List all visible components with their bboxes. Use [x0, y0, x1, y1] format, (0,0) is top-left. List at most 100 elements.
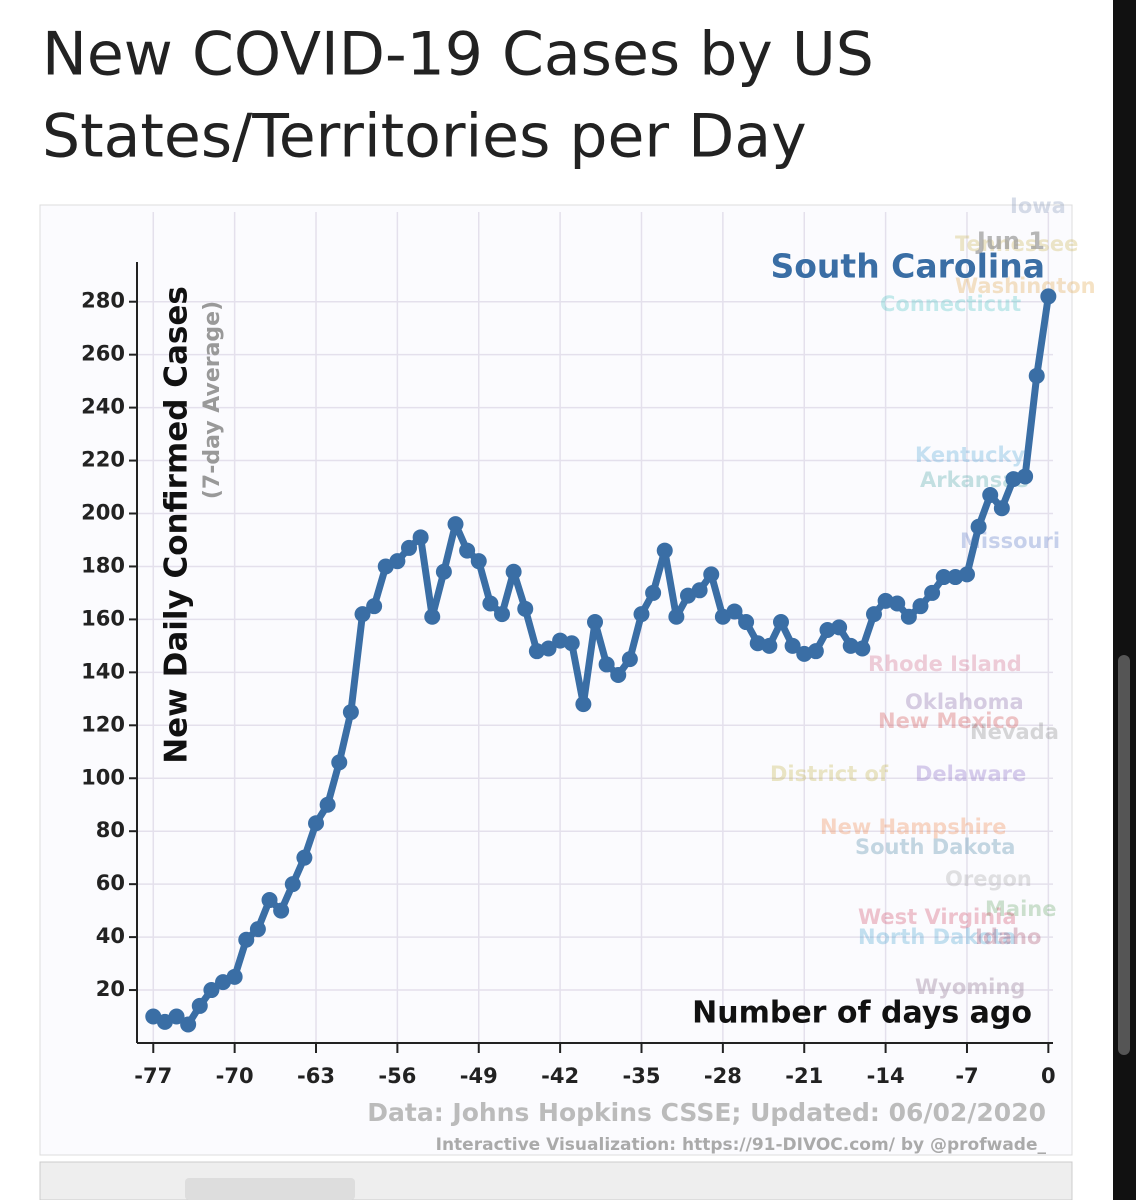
point [342, 704, 359, 721]
x-tick-label: -14 [867, 1064, 905, 1088]
point [354, 606, 371, 623]
point [621, 651, 638, 668]
point [191, 997, 208, 1014]
point [273, 902, 290, 919]
point [261, 892, 278, 909]
chart-title: New COVID-19 Cases by US [42, 20, 874, 90]
point [924, 584, 941, 601]
y-tick-label: 260 [81, 342, 125, 366]
source: Data: Johns Hopkins CSSE; Updated: 06/02… [367, 1098, 1046, 1127]
point [598, 656, 615, 673]
x-tick-label: -70 [216, 1064, 254, 1088]
point [854, 640, 871, 657]
point [912, 598, 929, 615]
point [772, 614, 789, 631]
point [168, 1008, 185, 1025]
point [319, 796, 336, 813]
point [900, 608, 917, 625]
y-tick-label: 220 [81, 448, 125, 472]
x-tick-label: -49 [460, 1064, 498, 1088]
x-tick-label: -56 [378, 1064, 416, 1088]
point [865, 606, 882, 623]
y-tick-label: 120 [81, 712, 125, 736]
x-tick-label: -77 [134, 1064, 172, 1088]
point [366, 598, 383, 615]
point [470, 553, 487, 570]
point [494, 606, 511, 623]
chart-title: States/Territories per Day [42, 102, 807, 172]
faint-label: Connecticut [880, 292, 1021, 316]
point [238, 931, 255, 948]
y-tick-label: 280 [81, 289, 125, 313]
point [435, 563, 452, 580]
x-tick-label: -35 [623, 1064, 661, 1088]
y-axis-subtitle: (7-day Average) [200, 301, 225, 499]
point [831, 619, 848, 636]
point [563, 635, 580, 652]
point [668, 608, 685, 625]
point [807, 643, 824, 660]
faint-label: Oregon [945, 867, 1032, 891]
faint-label: New Mexico [878, 709, 1019, 733]
faint-label: Delaware [915, 762, 1026, 786]
plot: 20 40 60 80 100 120 140 160 180 200 220 240 260 280 -7… [81, 194, 1095, 1155]
point [993, 500, 1010, 517]
point [296, 849, 313, 866]
bottom-thumb [185, 1178, 355, 1200]
y-tick-label: 140 [81, 659, 125, 683]
point [982, 486, 999, 503]
point [331, 754, 348, 771]
faint-label: Wyoming [915, 975, 1025, 999]
x-tick-label: -42 [541, 1064, 579, 1088]
point [203, 982, 220, 999]
point [703, 566, 720, 583]
point [935, 569, 952, 586]
point [459, 542, 476, 559]
point [645, 584, 662, 601]
scrollbar-thumb [1118, 655, 1130, 1055]
y-tick-label: 160 [81, 606, 125, 630]
point [517, 600, 534, 617]
point [540, 640, 557, 657]
x-tick-label: 0 [1041, 1064, 1056, 1088]
faint-label: Nevada [970, 720, 1059, 744]
x-tick-label: -63 [297, 1064, 335, 1088]
point [401, 539, 418, 556]
faint-label: New Hampshire [820, 815, 1006, 839]
point [226, 968, 243, 985]
y-tick-label: 40 [96, 924, 125, 948]
faint-label: South Dakota [855, 835, 1015, 859]
point [1040, 288, 1057, 305]
x-axis-title: Number of days ago [692, 996, 1032, 1031]
faint-label: Washington [955, 274, 1096, 298]
faint-label: Kentucky [915, 443, 1025, 467]
y-tick-label: 240 [81, 395, 125, 419]
point [180, 1016, 197, 1033]
y-tick-label: 80 [96, 818, 125, 842]
point [970, 518, 987, 535]
point [249, 921, 266, 938]
faint-label: District of [770, 762, 889, 786]
faint-label: Iowa [1010, 194, 1066, 218]
point [1028, 367, 1045, 384]
y-tick-label: 20 [96, 977, 125, 1001]
point [389, 553, 406, 570]
faint-label: North Dakota [858, 925, 1016, 949]
point [412, 529, 429, 546]
point [761, 637, 778, 654]
point [1017, 468, 1034, 485]
x-tick-label: -7 [955, 1064, 978, 1088]
point [587, 614, 603, 631]
point [482, 595, 499, 612]
point [284, 876, 301, 893]
point [447, 516, 464, 533]
date-label: Jun 1 [975, 227, 1045, 255]
point [575, 696, 592, 713]
credit: Interactive Visualization: https://91-DI… [436, 1135, 1047, 1155]
point [958, 566, 975, 583]
y-tick-label: 180 [81, 553, 125, 577]
x-tick-label: -28 [704, 1064, 742, 1088]
x-tick-label: -21 [785, 1064, 823, 1088]
point [424, 608, 441, 625]
